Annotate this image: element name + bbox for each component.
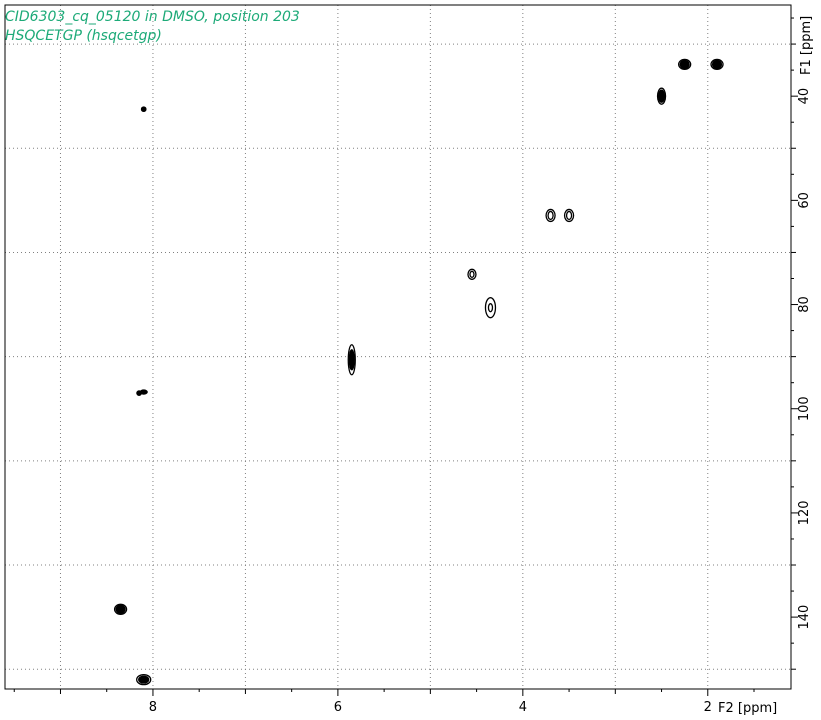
peak-contour — [656, 87, 667, 105]
peak-contour — [657, 89, 666, 103]
x-tick-label: 2 — [704, 700, 712, 715]
peak — [656, 87, 667, 105]
peak-contour — [484, 297, 497, 319]
peak — [678, 58, 692, 71]
y-tick-label: 100 — [797, 396, 812, 421]
peak — [545, 208, 556, 223]
y-axis: 40 60 80 100 120 140 — [791, 17, 812, 670]
peak-contour — [710, 58, 724, 71]
x-tick-label: 8 — [149, 700, 157, 715]
x-tick-label: 6 — [334, 700, 342, 715]
y-tick-label: 40 — [797, 88, 812, 105]
peak — [467, 268, 477, 280]
y-tick-label: 80 — [797, 296, 812, 313]
peak-contour — [711, 59, 723, 70]
x-tick-label: 4 — [519, 700, 527, 715]
peak-contour — [467, 268, 477, 280]
grid — [5, 5, 791, 689]
chart-title-line-2: HSQCETGP (hsqcetgp) — [5, 28, 162, 44]
peak-contour — [679, 59, 690, 70]
peak-contour — [678, 58, 692, 71]
peak-contour — [547, 210, 554, 221]
y-tick-label: 140 — [797, 605, 812, 630]
peak-contour — [140, 106, 147, 113]
peak — [563, 208, 575, 223]
peak-contour — [545, 208, 556, 223]
peak — [136, 390, 142, 396]
peak — [113, 603, 128, 615]
y-axis-label: F1 [ppm] — [799, 16, 814, 75]
peak-contour — [348, 349, 355, 371]
peak-contour — [136, 390, 142, 396]
x-axis: 8 6 4 2 — [13, 689, 755, 715]
chart-title-line-1: CID6303_cq_05120 in DMSO, position 203 — [5, 9, 300, 25]
peak — [140, 106, 147, 113]
peak — [347, 344, 356, 376]
peak-contour — [138, 675, 150, 684]
peaks — [113, 58, 724, 686]
peak — [484, 297, 497, 319]
peak-contour — [115, 604, 126, 614]
peak-contour — [469, 270, 475, 278]
y-tick-label: 60 — [797, 192, 812, 209]
y-tick-label: 120 — [797, 501, 812, 526]
x-axis-label: F2 [ppm] — [718, 701, 777, 716]
peak-contour — [487, 303, 494, 313]
peak — [710, 58, 724, 71]
peak-contour — [347, 344, 356, 376]
peak-contour — [136, 673, 152, 686]
peak-contour — [565, 210, 573, 221]
peak-contour — [113, 603, 128, 615]
peak — [136, 673, 152, 686]
peak-contour — [563, 208, 575, 223]
plot-frame — [4, 4, 792, 690]
